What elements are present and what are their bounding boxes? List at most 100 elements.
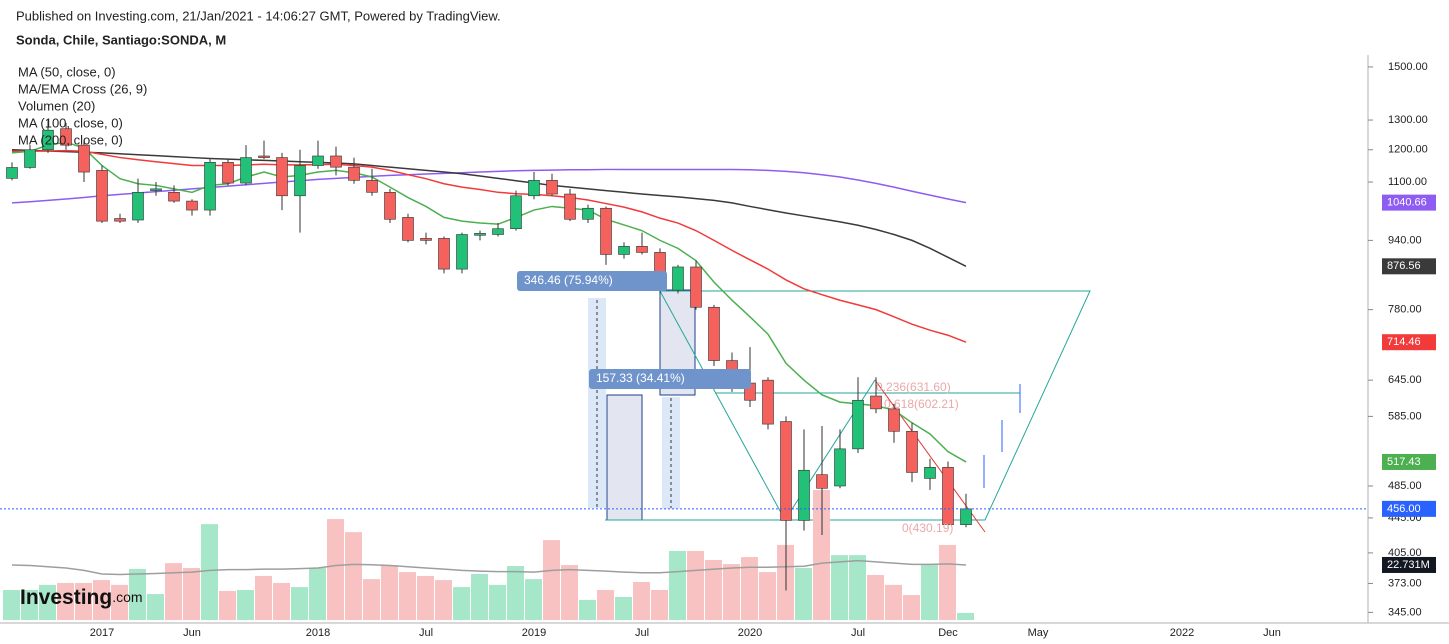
candle-body (672, 266, 684, 291)
y-tick-label: 1500.00 (1388, 61, 1428, 73)
y-tick-label: 1300.00 (1388, 114, 1428, 126)
volume-bar (957, 612, 974, 620)
volume-bar (471, 574, 488, 620)
x-tick-label: 2020 (738, 627, 762, 639)
fib-label: 0.618(602.21) (884, 397, 959, 411)
volume-bar (903, 595, 920, 620)
candle-body (348, 166, 360, 181)
candle-body (798, 469, 810, 521)
candle-body (618, 246, 630, 255)
logo: Investing.com (20, 586, 143, 609)
x-tick-label: 2017 (90, 627, 114, 639)
price-label: 1040.66 (1387, 197, 1427, 209)
candle-body (708, 306, 720, 361)
volume-bar (759, 572, 776, 620)
y-tick-label: 780.00 (1388, 304, 1422, 316)
volume-bar (237, 589, 254, 620)
measure-label: 157.33 (34.41%) (596, 371, 685, 385)
volume-bar (597, 589, 614, 620)
candle-body (888, 408, 900, 432)
candle-body (546, 180, 558, 195)
price-label: 517.43 (1387, 456, 1421, 468)
volume-bar (219, 590, 236, 620)
candle-body (6, 167, 18, 179)
volume-bar (489, 584, 506, 620)
volume-bar (129, 568, 146, 620)
candle-body (330, 155, 342, 168)
candle-body (906, 430, 918, 473)
legend-entry: MA (50, close, 0) (18, 64, 116, 79)
legend-entry: MA/EMA Cross (26, 9) (18, 81, 147, 96)
volume-bar (39, 584, 56, 620)
volume-bar (705, 559, 722, 620)
legend-entry: Volumen (20) (18, 98, 95, 113)
y-tick-label: 373.00 (1388, 577, 1422, 589)
ma-line (11, 141, 967, 463)
volume-ma (11, 559, 967, 576)
volume-bar (165, 563, 182, 620)
measure-label-bg (517, 271, 667, 291)
volume-bar (795, 567, 812, 620)
candle-body (420, 238, 432, 241)
candle-body (240, 157, 252, 184)
candle-body (456, 234, 468, 270)
logo-suffix: .com (112, 589, 142, 605)
x-tick-label: 2019 (522, 627, 546, 639)
price-label-bg (1382, 334, 1436, 351)
volume-bar (867, 574, 884, 620)
volume-bar (741, 557, 758, 620)
volume-bar (687, 551, 704, 620)
candle-body (816, 474, 828, 489)
volume-bar (399, 572, 416, 620)
volume-bar (291, 587, 308, 620)
volume-bar (255, 575, 272, 620)
legend-entry: MA (100, close, 0) (18, 115, 123, 130)
annotations: 346.46 (75.94%) 157.33 (34.41%) 0.236(63… (517, 271, 959, 535)
candle-body (222, 162, 234, 184)
price-pane (0, 120, 1368, 591)
candle-body (780, 421, 792, 521)
candle-body (402, 217, 414, 241)
candle-body (528, 180, 540, 197)
ma-line (12, 149, 967, 343)
volume-bar (849, 555, 866, 620)
candle-body (24, 149, 36, 168)
price-label-bg (1382, 556, 1436, 573)
ma-line (11, 168, 967, 204)
y-tick-label: 485.00 (1388, 480, 1422, 492)
candle-body (960, 508, 972, 525)
volume-bar (615, 597, 632, 620)
candle-body (294, 165, 306, 197)
volume-bar (417, 575, 434, 620)
candle-body (582, 207, 594, 220)
candle-body (636, 246, 648, 253)
chart-title: Sonda, Chile, Santiago:SONDA, M (16, 32, 226, 47)
candle-body (510, 195, 522, 230)
volume-bar (345, 532, 362, 620)
candle-body (204, 162, 216, 211)
volume-bar (309, 567, 326, 620)
volume-pane (3, 490, 974, 620)
x-tick-label: Jul (851, 627, 865, 639)
candle-body (186, 200, 198, 211)
y-tick-label: 405.00 (1388, 547, 1422, 559)
volume-bar (201, 524, 218, 620)
volume-bar (183, 567, 200, 620)
volume-bar (561, 565, 578, 620)
volume-bar (507, 566, 524, 620)
x-tick-label: Jul (419, 627, 433, 639)
candle-body (384, 192, 396, 220)
volume-bar (111, 584, 128, 620)
y-tick-label: 645.00 (1388, 374, 1422, 386)
legend-entry: MA (200, close, 0) (18, 132, 123, 147)
volume-bar (147, 594, 164, 620)
x-tick-label: Jun (183, 627, 201, 639)
candle-body (258, 155, 270, 158)
candle-body (690, 266, 702, 308)
candle-body (942, 467, 954, 525)
legend: MA (50, close, 0) MA/EMA Cross (26, 9) Vol… (18, 64, 147, 147)
candle-body (366, 180, 378, 193)
candle-body (438, 238, 450, 270)
candle-body (114, 218, 126, 222)
